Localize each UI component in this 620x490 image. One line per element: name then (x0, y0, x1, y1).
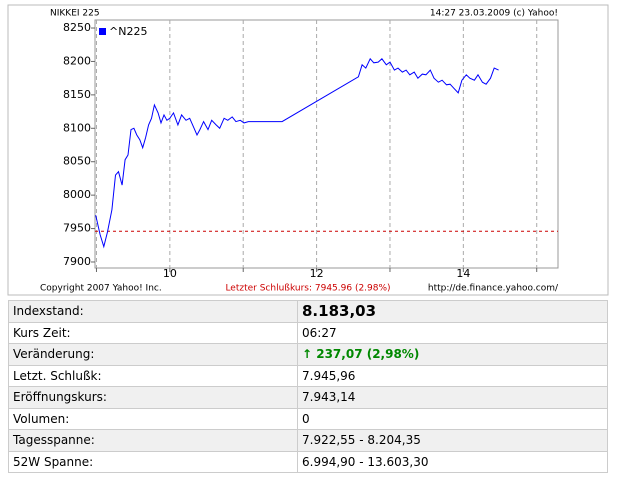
cell-text: 7.922,55 - 8.204,35 (302, 433, 421, 448)
value-cell: 6.994,90 - 13.603,30 (297, 450, 608, 473)
cell-text: 7.945,96 (302, 368, 356, 383)
value-cell: 0 (297, 407, 608, 430)
cell-text: Eröffnungskurs: (13, 390, 107, 405)
chart-subtitle: 14:27 23.03.2009 (c) Yahoo! (430, 9, 558, 19)
label-cell: Indexstand: (8, 300, 298, 323)
legend-swatch (99, 28, 106, 35)
label-cell: Eröffnungskurs: (8, 386, 298, 409)
label-cell: 52W Spanne: (8, 450, 298, 473)
label-cell: Volumen: (8, 407, 298, 430)
table-row: Volumen: 0 (8, 407, 608, 430)
x-tick-label: 10 (163, 267, 177, 280)
y-tick-label: 8050 (63, 155, 91, 168)
up-arrow: ↑ (302, 347, 317, 362)
copyright: Copyright 2007 Yahoo! Inc. (40, 284, 162, 294)
label-cell: Tagesspanne: (8, 429, 298, 452)
table-row: 52W Spanne: 6.994,90 - 13.603,30 (8, 450, 608, 473)
y-tick-label: 7950 (63, 222, 91, 235)
cell-text: 7.943,14 (302, 390, 356, 405)
cell-text: 06:27 (302, 325, 337, 340)
x-tick-label: 14 (456, 267, 470, 280)
table-row: Letzt. Schlußk: 7.945,96 (8, 364, 608, 387)
value-cell: 7.922,55 - 8.204,35 (297, 429, 608, 452)
cell-text: 6.994,90 - 13.603,30 (302, 454, 429, 469)
cell-text: 8.183,03 (302, 302, 377, 321)
cell-text: 237,07 (2,98%) (316, 347, 420, 362)
y-tick-label: 8150 (63, 88, 91, 101)
y-tick-label: 8000 (63, 188, 91, 201)
table-row: Kurs Zeit: 06:27 (8, 321, 608, 344)
cell-text: Volumen: (13, 411, 70, 426)
table-row: Indexstand: 8.183,03 (8, 300, 608, 323)
x-tick-label: 12 (310, 267, 324, 280)
source: http://de.finance.yahoo.com/ (428, 284, 559, 294)
table-row: Eröffnungskurs: 7.943,14 (8, 386, 608, 409)
annotation: Letzter Schlußkurs: 7945.96 (2.98%) (225, 284, 390, 294)
value-cell: 06:27 (297, 321, 608, 344)
quote-table: Indexstand: 8.183,03 Kurs Zeit: 06:27 Veränd… (8, 300, 608, 473)
cell-text: Indexstand: (13, 304, 84, 319)
cell-text: 52W Spanne: (13, 454, 94, 469)
table-row: Tagesspanne: 7.922,55 - 8.204,35 (8, 429, 608, 452)
value-cell: 8.183,03 (297, 300, 608, 323)
label-cell: Letzt. Schlußk: (8, 364, 298, 387)
price-line (95, 57, 499, 249)
cell-text: Kurs Zeit: (13, 325, 71, 340)
cell-text: 0 (302, 411, 310, 426)
label-cell: Veränderung: (8, 343, 298, 366)
value-cell: 7.945,96 (297, 364, 608, 387)
cell-text: Letzt. Schlußk: (13, 368, 102, 383)
value-cell: 7.943,14 (297, 386, 608, 409)
cell-text: Veränderung: (13, 347, 95, 362)
label-cell: Kurs Zeit: (8, 321, 298, 344)
value-cell: ↑ 237,07 (2,98%) (297, 343, 608, 366)
chart-title: NIKKEI 225 (50, 9, 100, 19)
plot-area (94, 19, 559, 269)
y-tick-label: 7900 (63, 255, 91, 268)
cell-text: Tagesspanne: (13, 433, 95, 448)
legend-label: ^N225 (109, 25, 147, 38)
y-tick-label: 8200 (63, 54, 91, 67)
chart: NIKKEI 225 14:27 23.03.2009 (c) Yahoo! ^… (7, 4, 609, 296)
table-row: Veränderung: ↑ 237,07 (2,98%) (8, 343, 608, 366)
y-tick-label: 8250 (63, 21, 91, 34)
y-tick-label: 8100 (63, 121, 91, 134)
